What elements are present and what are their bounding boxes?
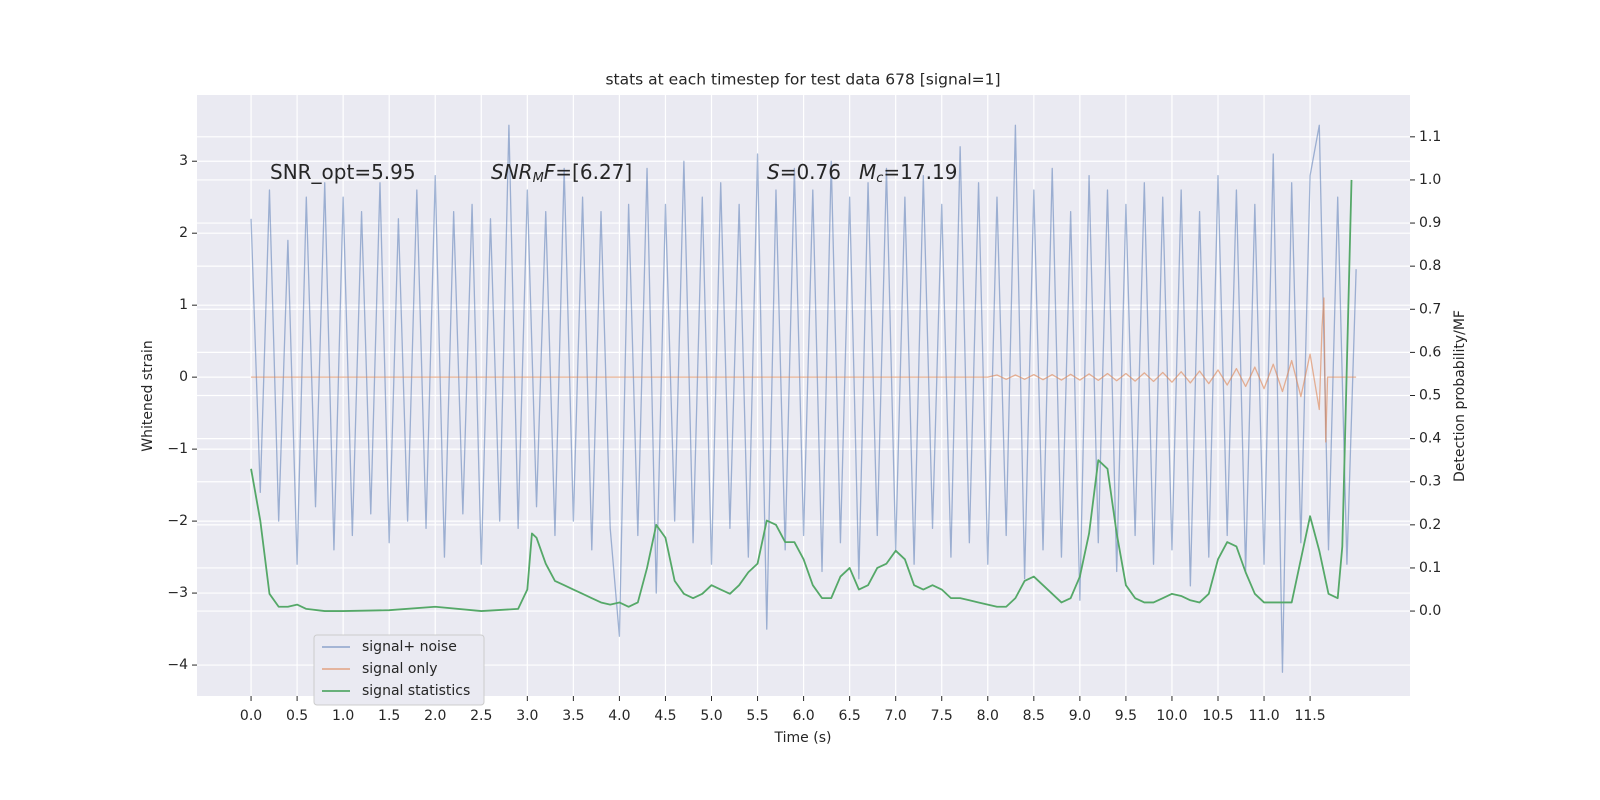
x-tick-label: 4.0 xyxy=(608,708,630,724)
x-tick-label: 0.0 xyxy=(240,708,262,724)
annotation-part: S xyxy=(767,160,780,184)
y-tick-label: 0 xyxy=(179,369,188,385)
series-line xyxy=(251,297,1357,443)
y-tick-label: −2 xyxy=(167,513,188,529)
legend-label: signal statistics xyxy=(362,683,470,699)
x-tick-label: 1.5 xyxy=(378,708,400,724)
y2-tick-label: 0.1 xyxy=(1419,560,1441,576)
y2-tick-label: 0.9 xyxy=(1419,215,1441,231)
x-tick-label: 10.0 xyxy=(1156,708,1187,724)
x-tick-label: 0.5 xyxy=(286,708,308,724)
annotation-part: F xyxy=(544,160,556,184)
legend-label: signal+ noise xyxy=(362,639,457,655)
y-tick-label: 2 xyxy=(179,225,188,241)
x-tick-label: 2.0 xyxy=(424,708,446,724)
y2-tick-label: 0.6 xyxy=(1419,344,1441,360)
y2-tick-label: 1.1 xyxy=(1419,129,1441,145)
y-tick-label: −3 xyxy=(167,585,188,601)
x-tick-label: 10.5 xyxy=(1202,708,1233,724)
annotation-part: M xyxy=(859,160,876,184)
y2-tick-label: 0.4 xyxy=(1419,431,1441,447)
x-tick-label: 9.5 xyxy=(1115,708,1137,724)
x-tick-label: 6.5 xyxy=(839,708,861,724)
annotation-part: =17.19 xyxy=(883,160,957,184)
y-tick-label: 3 xyxy=(179,153,188,169)
x-tick-label: 9.0 xyxy=(1069,708,1091,724)
y2-tick-label: 0.2 xyxy=(1419,517,1441,533)
annotation: Mc=17.19 xyxy=(859,160,957,186)
x-tick-label: 11.0 xyxy=(1248,708,1279,724)
annotation-part: M xyxy=(533,171,544,186)
legend-label: signal only xyxy=(362,661,437,677)
y2-tick-label: 0.0 xyxy=(1419,603,1441,619)
x-tick-label: 8.0 xyxy=(977,708,999,724)
x-tick-label: 5.0 xyxy=(700,708,722,724)
annotation: SNRMF=[6.27] xyxy=(491,160,632,186)
series-line xyxy=(250,179,1353,612)
annotation: SNR_opt=5.95 xyxy=(270,160,416,184)
annotation-part: SNR_opt=5.95 xyxy=(270,160,416,184)
annotation: S=0.76 xyxy=(767,160,841,184)
x-tick-label: 7.5 xyxy=(931,708,953,724)
y-axis-label: Whitened strain xyxy=(140,340,156,451)
y-tick-label: −1 xyxy=(167,441,188,457)
y2-tick-label: 0.8 xyxy=(1419,258,1441,274)
x-tick-label: 5.5 xyxy=(746,708,768,724)
legend: signal+ noise signal only signal statistic… xyxy=(313,634,485,706)
x-tick-label: 2.5 xyxy=(470,708,492,724)
x-axis-label: Time (s) xyxy=(774,730,832,746)
y2-axis-label: Detection probability/MF xyxy=(1452,310,1468,482)
series-line xyxy=(250,124,1357,673)
y2-tick-label: 1.0 xyxy=(1419,172,1441,188)
y2-tick-label: 0.5 xyxy=(1419,388,1441,404)
x-tick-label: 7.0 xyxy=(885,708,907,724)
legend-box xyxy=(313,634,485,706)
x-tick-label: 3.5 xyxy=(562,708,584,724)
annotation-part: c xyxy=(876,171,883,186)
x-tick-label: 4.5 xyxy=(654,708,676,724)
x-tick-label: 8.5 xyxy=(1023,708,1045,724)
annotation-part: SNR xyxy=(491,160,533,184)
annotation-part: =0.76 xyxy=(780,160,841,184)
y2-tick-label: 0.7 xyxy=(1419,301,1441,317)
chart-title: stats at each timestep for test data 678… xyxy=(605,71,1000,89)
x-tick-label: 11.5 xyxy=(1294,708,1325,724)
y-tick-label: −4 xyxy=(167,657,188,673)
x-tick-label: 3.0 xyxy=(516,708,538,724)
annotation-part: =[6.27] xyxy=(555,160,632,184)
x-tick-label: 1.0 xyxy=(332,708,354,724)
x-tick-label: 6.0 xyxy=(792,708,814,724)
y2-tick-label: 0.3 xyxy=(1419,474,1441,490)
y-tick-label: 1 xyxy=(179,297,188,313)
